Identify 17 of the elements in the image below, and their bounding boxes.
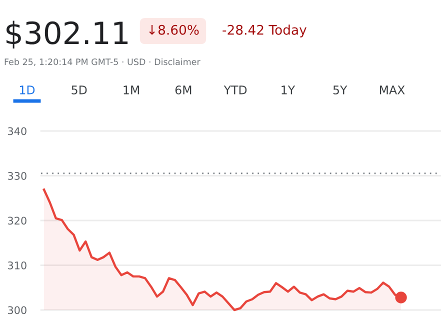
- chart-title: $302.11: [6, 20, 128, 48]
- text: 6M: [175, 85, 192, 94]
- text: ↓8.60%: [149, 24, 199, 35]
- chart-subtitle: Feb 25, 1:20:14 PM GMT-5 · USD · Disclaimer: [4, 58, 200, 66]
- y-tick-label: 300: [8, 306, 26, 314]
- text: 1Y: [282, 86, 296, 94]
- y-tick-label: 320: [8, 216, 26, 225]
- y-tick-label: 310: [8, 261, 26, 270]
- text: -28.42 Today: [222, 24, 306, 38]
- y-tick-label: 330: [8, 172, 26, 180]
- text: 5Y: [333, 86, 348, 94]
- text: YTD: [224, 86, 247, 94]
- y-tick-label: 340: [8, 127, 26, 136]
- text: MAX: [380, 86, 405, 94]
- text: 5D: [72, 86, 87, 94]
- text: 1D: [20, 86, 35, 94]
- text: 1M: [124, 86, 139, 94]
